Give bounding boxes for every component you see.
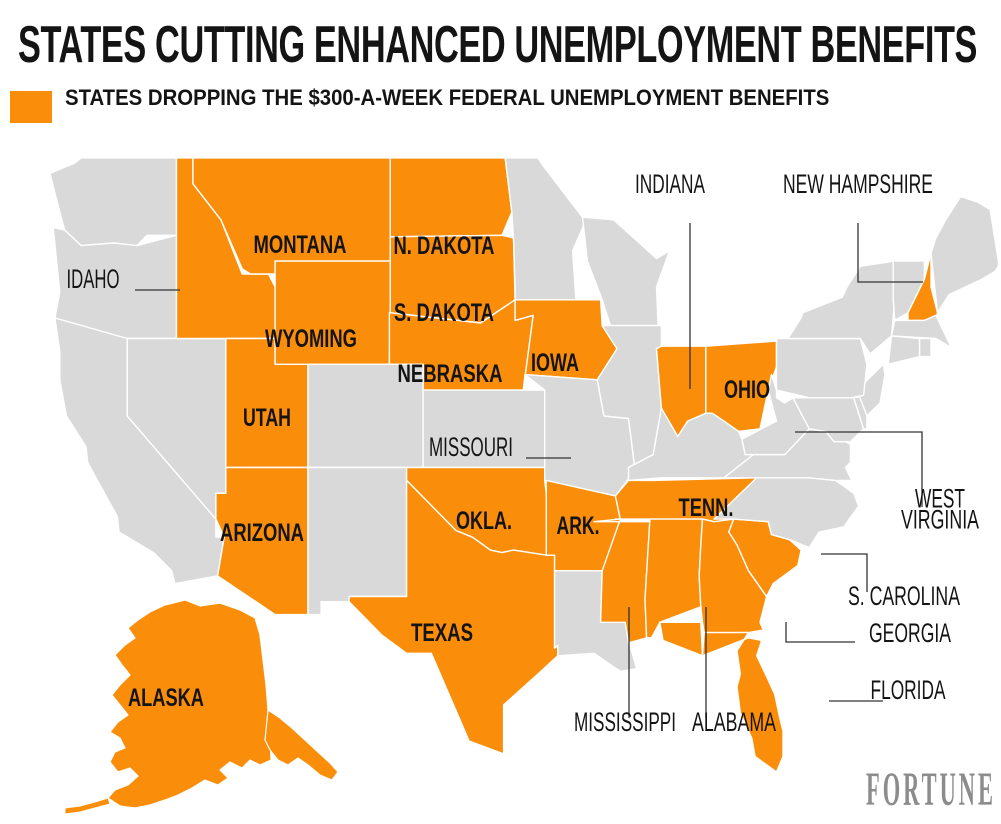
svg-text:IDAHO: IDAHO xyxy=(66,263,119,294)
svg-text:FORTUNE: FORTUNE xyxy=(866,762,996,816)
svg-text:INDIANA: INDIANA xyxy=(635,168,706,199)
svg-text:ALASKA: ALASKA xyxy=(128,683,204,712)
svg-text:ARIZONA: ARIZONA xyxy=(220,518,304,547)
svg-text:MISSISSIPPI: MISSISSIPPI xyxy=(574,706,676,737)
svg-text:FLORIDA: FLORIDA xyxy=(870,674,946,705)
svg-text:VIRGINIA: VIRGINIA xyxy=(901,504,980,535)
svg-text:TEXAS: TEXAS xyxy=(411,618,473,647)
svg-text:GEORGIA: GEORGIA xyxy=(869,617,952,648)
svg-text:WYOMING: WYOMING xyxy=(265,324,357,353)
svg-text:N. DAKOTA: N. DAKOTA xyxy=(394,231,495,260)
svg-text:TENN.: TENN. xyxy=(679,493,734,522)
svg-text:MISSOURI: MISSOURI xyxy=(429,431,513,462)
svg-text:NEBRASKA: NEBRASKA xyxy=(398,359,503,388)
svg-text:MONTANA: MONTANA xyxy=(254,230,347,259)
svg-text:OKLA.: OKLA. xyxy=(456,506,512,535)
svg-text:UTAH: UTAH xyxy=(243,403,291,432)
svg-text:NEW HAMPSHIRE: NEW HAMPSHIRE xyxy=(783,168,933,199)
svg-text:S. CAROLINA: S. CAROLINA xyxy=(848,580,961,611)
svg-text:IOWA: IOWA xyxy=(531,348,579,377)
svg-text:S. DAKOTA: S. DAKOTA xyxy=(394,298,494,327)
svg-text:OHIO: OHIO xyxy=(724,375,770,404)
svg-text:ALABAMA: ALABAMA xyxy=(692,706,777,737)
svg-text:ARK.: ARK. xyxy=(557,511,600,540)
